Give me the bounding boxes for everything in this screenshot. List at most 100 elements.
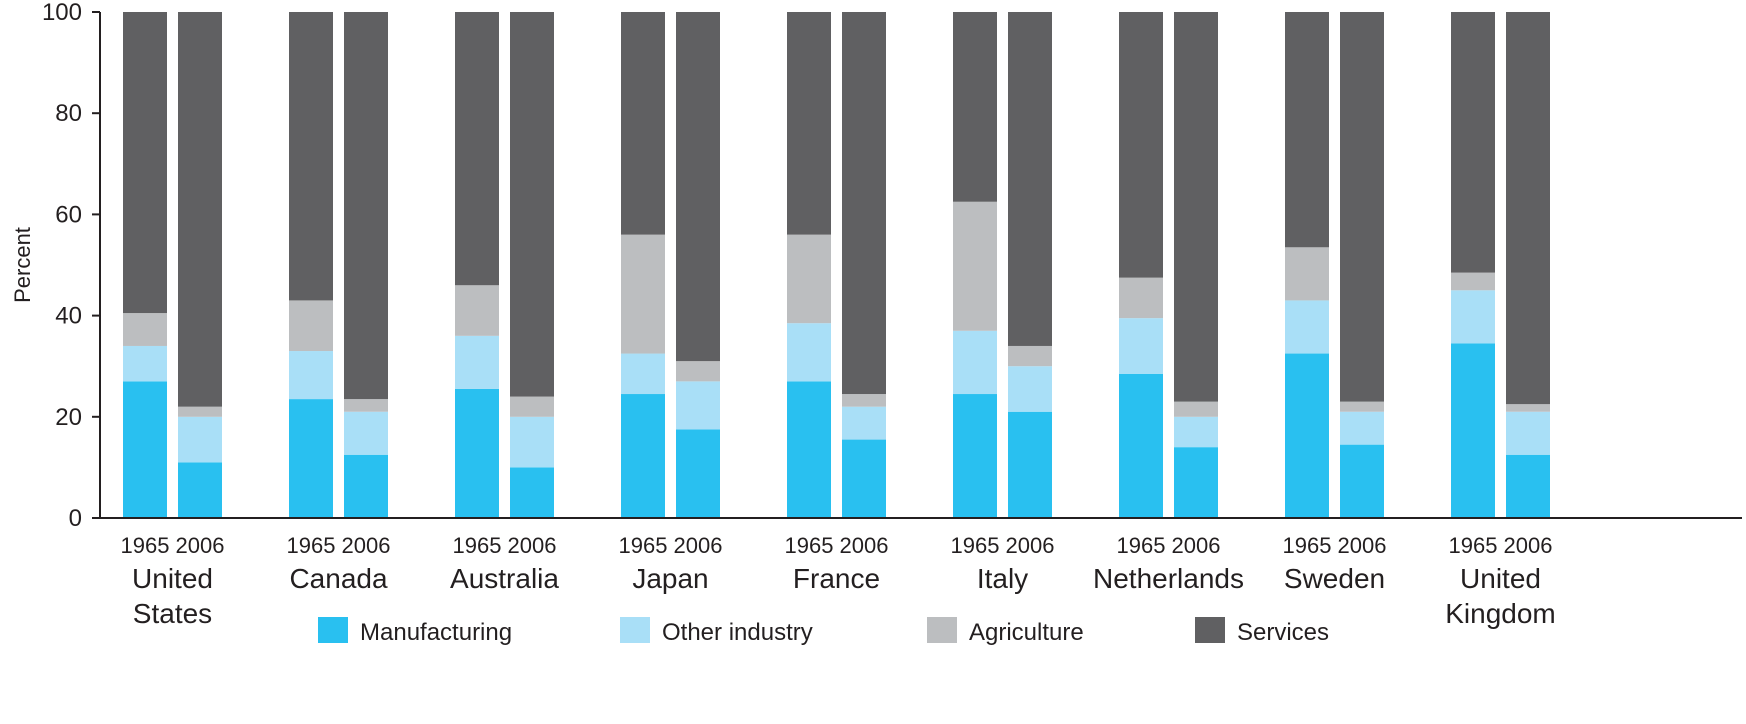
y-tick-label: 40: [55, 303, 82, 330]
bar-segment-manufacturing: [953, 394, 997, 518]
bar-segment-services: [621, 12, 665, 235]
bar-segment-manufacturing: [1340, 444, 1384, 518]
year-label: 1965: [1283, 533, 1332, 558]
bar-segment-services: [787, 12, 831, 235]
year-label: 1965: [453, 533, 502, 558]
country-label: United: [132, 563, 213, 594]
country-label: Australia: [450, 563, 559, 594]
legend-swatch-manufacturing: [318, 617, 348, 643]
year-label: 2006: [840, 533, 889, 558]
bar-segment-manufacturing: [510, 467, 554, 518]
bar-segment-other-industry: [787, 323, 831, 382]
legend: Manufacturing Other industry Agriculture Se…: [318, 617, 1329, 646]
bar-segment-manufacturing: [676, 429, 720, 518]
year-label: 1965: [287, 533, 336, 558]
bar-segment-manufacturing: [1008, 411, 1052, 518]
bar-segment-agriculture: [1340, 401, 1384, 412]
bar-segment-other-industry: [455, 335, 499, 389]
bar-segment-services: [178, 12, 222, 407]
axes-group: 0 20 40 60 80 100 Percent: [10, 0, 1742, 532]
bar-segment-agriculture: [1506, 404, 1550, 412]
country-label: Canada: [289, 563, 388, 594]
bar-segment-manufacturing: [842, 439, 886, 518]
bar-segment-manufacturing: [1451, 343, 1495, 518]
bar-segment-other-industry: [953, 330, 997, 395]
bar-segment-services: [842, 12, 886, 395]
bar-segment-other-industry: [1008, 366, 1052, 412]
legend-label: Agriculture: [969, 619, 1084, 646]
y-tick-label: 60: [55, 201, 82, 228]
bar-segment-services: [953, 12, 997, 202]
bar-segment-agriculture: [123, 313, 167, 346]
year-label: 2006: [1172, 533, 1221, 558]
year-label: 2006: [508, 533, 557, 558]
bar-segment-manufacturing: [123, 381, 167, 518]
country-label: States: [133, 598, 212, 629]
legend-label: Manufacturing: [360, 619, 512, 646]
bar-segment-other-industry: [1119, 318, 1163, 374]
year-label: 2006: [176, 533, 225, 558]
bar-segment-agriculture: [621, 234, 665, 354]
bar-segment-services: [123, 12, 167, 314]
bar-segment-other-industry: [1506, 411, 1550, 455]
bar-segment-other-industry: [510, 416, 554, 468]
bar-segment-agriculture: [1451, 272, 1495, 291]
year-label: 1965: [785, 533, 834, 558]
bar-segment-agriculture: [510, 396, 554, 417]
bar-segment-services: [344, 12, 388, 400]
bar-segment-other-industry: [676, 381, 720, 430]
bar-segment-services: [510, 12, 554, 397]
year-label: 1965: [951, 533, 1000, 558]
bar-segment-manufacturing: [1174, 447, 1218, 518]
y-tick-label: 100: [42, 0, 82, 26]
bar-segment-other-industry: [1340, 411, 1384, 445]
year-label: 1965: [121, 533, 170, 558]
legend-label: Other industry: [662, 619, 813, 646]
country-label: Italy: [977, 563, 1028, 594]
bar-segment-manufacturing: [621, 394, 665, 518]
bar-segment-other-industry: [842, 406, 886, 440]
bar-segment-services: [1119, 12, 1163, 278]
year-label: 2006: [1338, 533, 1387, 558]
y-tick-label: 80: [55, 100, 82, 127]
bar-segment-manufacturing: [455, 388, 499, 518]
bar-segment-services: [1451, 12, 1495, 273]
year-label: 2006: [342, 533, 391, 558]
bar-segment-services: [1506, 12, 1550, 405]
country-label: Japan: [632, 563, 708, 594]
y-tick-label: 20: [55, 404, 82, 431]
bar-segment-agriculture: [178, 406, 222, 417]
bars-group: [123, 12, 1550, 518]
bar-segment-other-industry: [289, 351, 333, 400]
bar-segment-manufacturing: [178, 462, 222, 518]
bar-segment-services: [1285, 12, 1329, 248]
country-label: France: [793, 563, 880, 594]
country-label: Sweden: [1284, 563, 1385, 594]
y-axis-title: Percent: [10, 227, 35, 303]
bar-segment-agriculture: [676, 361, 720, 382]
bar-segment-agriculture: [1174, 401, 1218, 417]
bar-segment-other-industry: [1451, 290, 1495, 344]
bar-segment-agriculture: [842, 394, 886, 407]
bar-segment-agriculture: [1119, 277, 1163, 319]
bar-segment-manufacturing: [289, 399, 333, 518]
country-label: Netherlands: [1093, 563, 1244, 594]
country-label: Kingdom: [1445, 598, 1556, 629]
country-label: United: [1460, 563, 1541, 594]
legend-label: Services: [1237, 619, 1329, 646]
bar-segment-manufacturing: [787, 381, 831, 518]
bar-segment-manufacturing: [1506, 454, 1550, 518]
bar-segment-agriculture: [1008, 345, 1052, 367]
year-label: 2006: [674, 533, 723, 558]
legend-swatch-services: [1195, 617, 1225, 643]
bar-segment-other-industry: [1285, 300, 1329, 354]
bar-segment-agriculture: [1285, 247, 1329, 301]
year-label: 1965: [1449, 533, 1498, 558]
bar-segment-services: [455, 12, 499, 286]
year-label: 1965: [1117, 533, 1166, 558]
bar-segment-agriculture: [455, 285, 499, 336]
bar-segment-manufacturing: [344, 454, 388, 518]
bar-segment-other-industry: [178, 416, 222, 463]
